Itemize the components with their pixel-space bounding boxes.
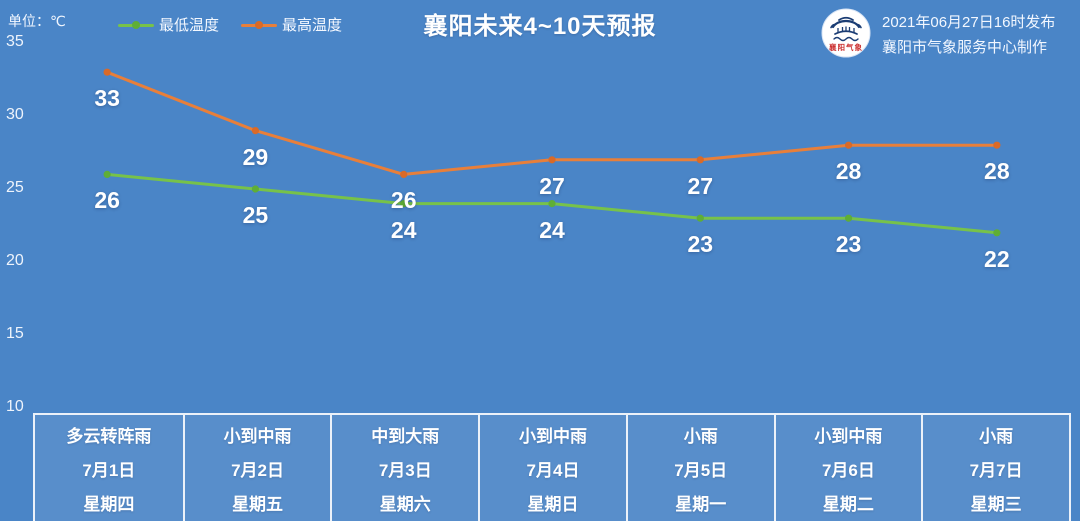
data-point-marker [103, 170, 111, 178]
data-point-marker [696, 156, 704, 164]
min-temp-value-label: 26 [94, 187, 120, 214]
weekday-cell: 星期三 [970, 495, 1022, 514]
weekday-cell: 星期五 [232, 495, 284, 514]
y-axis-tick-label: 35 [6, 33, 24, 50]
weather-cell: 小到中雨 [814, 427, 883, 446]
legend-line-icon [241, 20, 278, 29]
weekday-cell: 星期二 [822, 495, 874, 514]
forecast-table: 多云转阵雨 7月1日星期四 小到中雨 7月2日星期五 中到大雨 7月3日星期六 小到中雨 7月… [33, 413, 1071, 521]
forecast-column: 小雨 7月7日星期三 [921, 415, 1069, 521]
forecast-column: 小到中雨 7月6日星期二 [773, 415, 922, 521]
y-axis-tick-label: 20 [6, 252, 24, 269]
publish-org: 襄阳市气象服务中心制作 [882, 39, 1048, 56]
min-temp-value-label: 23 [687, 231, 714, 258]
max-temp-value-label: 26 [390, 187, 417, 214]
legend-label: 最高温度 [282, 17, 343, 34]
y-axis-tick-label: 15 [6, 325, 24, 342]
data-point-marker [251, 185, 260, 193]
weather-cell: 小雨 [979, 427, 1014, 446]
date-cell: 7月2日 [231, 461, 285, 480]
y-axis-tick-label: 10 [6, 398, 24, 415]
data-point-marker [696, 214, 704, 222]
data-point-marker [844, 214, 853, 222]
data-point-marker [993, 229, 1001, 237]
max-temp-value-label: 29 [242, 143, 269, 170]
weekday-cell: 星期六 [379, 495, 431, 514]
forecast-column: 多云转阵雨 7月1日星期四 [35, 415, 183, 521]
weather-cell: 中到大雨 [371, 427, 440, 446]
forecast-column: 小到中雨 7月4日星期日 [478, 415, 626, 521]
forecast-column: 小到中雨 7月2日星期五 [182, 415, 331, 521]
y-axis-tick-label: 30 [6, 106, 24, 123]
date-cell: 7月4日 [526, 461, 580, 480]
min-temp-value-label: 24 [390, 216, 417, 243]
data-point-marker [400, 170, 408, 178]
page-title: 襄阳未来4~10天预报 [423, 13, 657, 40]
max-temp-value-label: 33 [94, 85, 120, 112]
data-point-marker [993, 141, 1001, 149]
weekday-cell: 星期一 [675, 495, 727, 514]
data-point-marker [844, 141, 853, 149]
weather-cell: 小雨 [683, 427, 718, 446]
publish-info: 2021年06月27日16时发布 襄阳市气象服务中心制作 [882, 10, 1055, 60]
min-temp-value-label: 25 [242, 202, 269, 228]
y-axis-unit-label: 单位：℃ [8, 13, 66, 29]
legend-line-icon [118, 20, 154, 29]
chart-legend: 最低温度 最高温度 [118, 14, 342, 35]
legend-item-max-temp: 最高温度 [241, 14, 342, 35]
max-temp-value-label: 28 [835, 158, 862, 185]
data-point-marker [548, 200, 556, 208]
forecast-column: 小雨 7月5日星期一 [625, 415, 774, 521]
date-cell: 7月5日 [674, 461, 728, 480]
weather-cell: 小到中雨 [518, 427, 587, 446]
date-cell: 7月1日 [82, 461, 136, 480]
legend-item-min-temp: 最低温度 [118, 14, 219, 35]
publish-date: 2021年06月27日16时发布 [882, 14, 1056, 31]
date-cell: 7月3日 [378, 461, 432, 480]
weather-cell: 多云转阵雨 [66, 427, 152, 446]
min-temp-value-label: 22 [984, 245, 1010, 272]
logo-text: 襄阳气象 [828, 42, 863, 52]
weather-bureau-logo-icon: 襄阳气象 [821, 8, 871, 58]
date-cell: 7月6日 [821, 461, 875, 480]
legend-label: 最低温度 [159, 17, 220, 34]
forecast-column: 中到大雨 7月3日星期六 [330, 415, 478, 521]
data-point-marker [251, 127, 260, 135]
max-temp-value-label: 27 [539, 172, 565, 199]
min-temp-value-label: 23 [835, 231, 862, 258]
y-axis-tick-label: 25 [6, 179, 24, 196]
weekday-cell: 星期四 [83, 495, 135, 514]
max-temp-value-label: 27 [687, 172, 714, 199]
date-cell: 7月7日 [969, 461, 1023, 480]
data-point-marker [103, 68, 111, 76]
weekday-cell: 星期日 [527, 495, 579, 514]
max-temp-value-label: 28 [984, 158, 1010, 185]
weather-cell: 小到中雨 [223, 427, 292, 446]
data-point-marker [548, 156, 556, 164]
min-temp-value-label: 24 [539, 216, 565, 243]
